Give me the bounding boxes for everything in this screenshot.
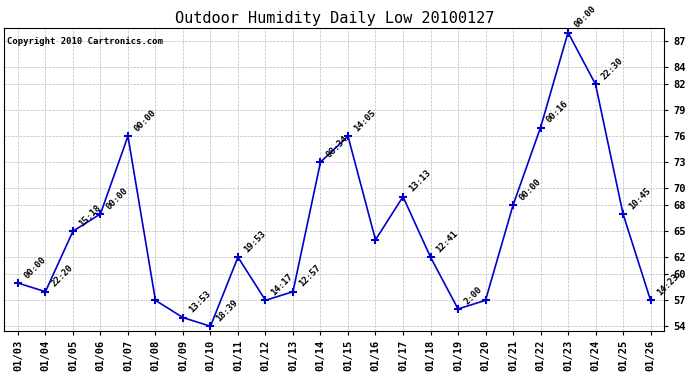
Text: 00:00: 00:00 bbox=[132, 108, 157, 134]
Text: 22:30: 22:30 bbox=[600, 56, 625, 82]
Text: 19:53: 19:53 bbox=[242, 229, 268, 254]
Text: 15:18: 15:18 bbox=[77, 203, 103, 228]
Text: 18:39: 18:39 bbox=[215, 298, 240, 324]
Text: 08:34: 08:34 bbox=[325, 134, 350, 159]
Text: 13:13: 13:13 bbox=[407, 168, 433, 194]
Title: Outdoor Humidity Daily Low 20100127: Outdoor Humidity Daily Low 20100127 bbox=[175, 10, 494, 26]
Text: 00:00: 00:00 bbox=[572, 4, 598, 30]
Text: 14:17: 14:17 bbox=[270, 272, 295, 297]
Text: 00:16: 00:16 bbox=[544, 99, 570, 125]
Text: 12:41: 12:41 bbox=[435, 229, 460, 254]
Text: 2:00: 2:00 bbox=[462, 285, 484, 306]
Text: 22:20: 22:20 bbox=[50, 264, 75, 289]
Text: 00:00: 00:00 bbox=[518, 177, 542, 203]
Text: 00:00: 00:00 bbox=[22, 255, 48, 280]
Text: Copyright 2010 Cartronics.com: Copyright 2010 Cartronics.com bbox=[8, 37, 164, 46]
Text: 14:23: 14:23 bbox=[655, 272, 680, 297]
Text: 00:00: 00:00 bbox=[105, 186, 130, 211]
Text: 13:53: 13:53 bbox=[187, 290, 213, 315]
Text: 10:45: 10:45 bbox=[627, 186, 653, 211]
Text: 12:57: 12:57 bbox=[297, 264, 322, 289]
Text: 14:05: 14:05 bbox=[352, 108, 377, 134]
